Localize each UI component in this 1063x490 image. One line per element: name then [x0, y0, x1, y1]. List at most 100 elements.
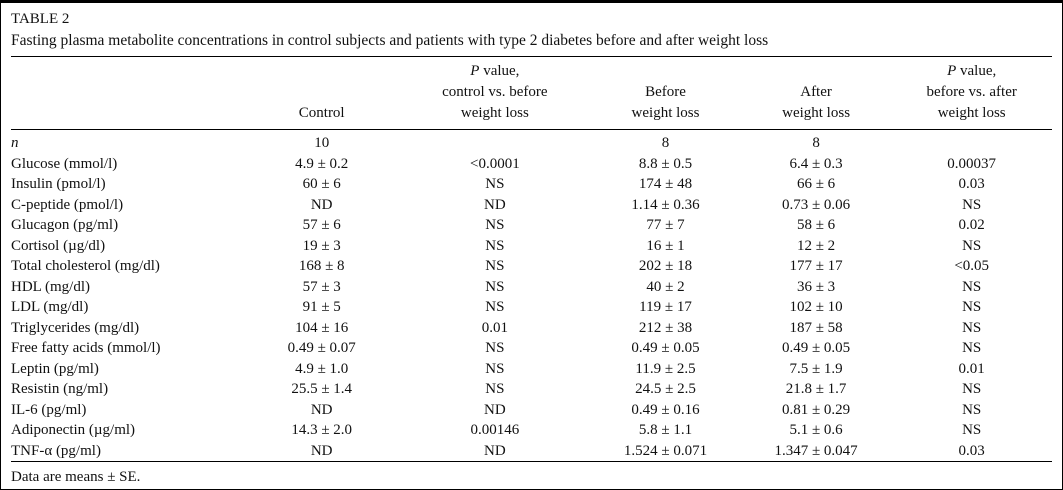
table-cell: NS [962, 401, 982, 418]
table-row: IL-6 (pg/ml) ND ND 0.49 ± 0.16 0.81 ± 0.29 NS [11, 400, 1052, 421]
table-cell: NS [485, 176, 505, 192]
table-caption: Fasting plasma metabolite concentrations… [11, 32, 769, 49]
table-cell: 0.02 [958, 217, 985, 233]
row-label: Glucose (mmol/l) [11, 155, 118, 172]
column-header-line: P value, [470, 63, 520, 79]
row-label: Cortisol (µg/dl) [11, 237, 106, 254]
row-label: Adiponectin (µg/ml) [11, 422, 136, 438]
column-header-line: Before [645, 84, 686, 100]
table-cell: ND [484, 401, 506, 418]
table-cell: 0.49 ± 0.05 [631, 340, 700, 356]
table-header-block: TABLE 2 Fasting plasma metabolite concen… [11, 9, 1052, 57]
table-cell: NS [962, 422, 982, 438]
table-cell: 12 ± 2 [796, 237, 836, 254]
table-cell: 174 ± 48 [638, 176, 693, 192]
table-cell: 77 ± 7 [646, 217, 685, 233]
column-header-line: weight loss [631, 105, 700, 121]
table-row: Insulin (pmol/l) 60 ± 6 NS 174 ± 48 66 ± 6 0.… [11, 174, 1052, 195]
column-header-line: weight loss [937, 105, 1006, 121]
table-cell: 6.4 ± 0.3 [789, 155, 843, 172]
table-cell: 0.00146 [470, 422, 520, 438]
table-cell: 60 ± 6 [302, 176, 341, 192]
table-cell: NS [962, 319, 982, 336]
table-cell: 36 ± 3 [796, 278, 836, 295]
table-cell: 4.9 ± 1.0 [295, 360, 349, 377]
table-cell: 25.5 ± 1.4 [291, 381, 353, 397]
table-cell: 0.03 [958, 442, 985, 459]
row-label: C-peptide (pmol/l) [11, 196, 124, 213]
table-body: n 10 8 8 Glucose (mmol/l) 4.9 ± 0.2 <0.0001 8.8… [11, 130, 1052, 462]
table-cell: NS [485, 299, 505, 315]
table-cell: 14.3 ± 2.0 [291, 422, 353, 438]
header-row: Control P value, control vs. before weight … [11, 57, 1052, 130]
table-row: C-peptide (pmol/l) ND ND 1.14 ± 0.36 0.73 ± … [11, 195, 1052, 216]
row-label: Leptin (pg/ml) [11, 360, 99, 377]
table-cell: 19 ± 3 [302, 237, 341, 254]
table-cell: NS [485, 217, 505, 233]
table-cell: NS [485, 360, 505, 377]
table-cell: 11.9 ± 2.5 [635, 360, 696, 377]
table-cell [891, 130, 1052, 154]
table-cell: 0.49 ± 0.05 [781, 340, 851, 356]
column-header-line: control vs. before [442, 84, 548, 100]
table-cell: 8 [812, 135, 820, 151]
column-header: P value, before vs. after weight loss [891, 57, 1052, 130]
column-header: After weight loss [740, 57, 892, 130]
table-cell: ND [310, 401, 333, 418]
table-cell: NS [485, 381, 505, 397]
table-cell: 5.8 ± 1.1 [638, 422, 693, 438]
table-cell: 102 ± 10 [789, 299, 843, 315]
table-row: LDL (mg/dl) 91 ± 5 NS 119 ± 17 102 ± 10 NS [11, 297, 1052, 318]
table-cell: 168 ± 8 [298, 258, 345, 274]
table-cell: 1.524 ± 0.071 [623, 442, 708, 459]
table-cell: 7.5 ± 1.9 [789, 360, 843, 377]
table-cell: NS [485, 258, 505, 274]
table-cell: 0.03 [958, 176, 985, 192]
table-cell: 4.9 ± 0.2 [295, 155, 349, 172]
table-row: n 10 8 8 [11, 130, 1052, 154]
table-cell [399, 130, 590, 154]
row-label: Free fatty acids (mmol/l) [11, 340, 161, 356]
row-label: LDL (mg/dl) [11, 299, 89, 315]
table-cell: 91 ± 5 [302, 299, 341, 315]
row-label-header [11, 57, 244, 130]
table-cell: ND [310, 196, 333, 213]
table-cell: 0.49 ± 0.16 [631, 401, 700, 418]
table-cell: NS [962, 299, 982, 315]
column-header-line: After [800, 84, 832, 100]
table-cell: 5.1 ± 0.6 [789, 422, 843, 438]
row-label: Glucagon (pg/ml) [11, 217, 119, 233]
column-header-line: Control [298, 105, 345, 121]
row-label: TNF-α (pg/ml) [11, 442, 101, 459]
table-cell: ND [310, 442, 333, 459]
table-row: Glucose (mmol/l) 4.9 ± 0.2 <0.0001 8.8 ± 0.… [11, 154, 1052, 175]
column-header-line: before vs. after [926, 84, 1017, 100]
table-row: Free fatty acids (mmol/l) 0.49 ± 0.07 NS 0.… [11, 338, 1052, 359]
table-row: HDL (mg/dl) 57 ± 3 NS 40 ± 2 36 ± 3 NS [11, 277, 1052, 298]
column-header-line: weight loss [782, 105, 851, 121]
row-label: n [11, 135, 19, 151]
table-cell: 8 [661, 135, 670, 151]
table-cell: 21.8 ± 1.7 [785, 381, 847, 397]
table-cell: 0.01 [958, 360, 985, 377]
table-cell: 187 ± 58 [789, 319, 843, 336]
table-cell: NS [962, 196, 982, 213]
table-cell: 202 ± 18 [638, 258, 693, 274]
table-cell: 40 ± 2 [646, 278, 685, 295]
column-header-line: weight loss [460, 105, 529, 121]
table-row: TNF-α (pg/ml) ND ND 1.524 ± 0.071 1.347 ± 0.… [11, 441, 1052, 462]
row-label: Total cholesterol (mg/dl) [11, 258, 160, 274]
table-cell: 0.01 [481, 319, 508, 336]
column-header: Before weight loss [590, 57, 741, 130]
table-row: Triglycerides (mg/dl) 104 ± 16 0.01 212 ± 3… [11, 318, 1052, 339]
table-cell: <0.0001 [469, 155, 520, 172]
table-cell: NS [962, 340, 982, 356]
table-row: Resistin (ng/ml) 25.5 ± 1.4 NS 24.5 ± 2.5 21… [11, 379, 1052, 400]
row-label: Resistin (ng/ml) [11, 381, 109, 397]
table-cell: 10 [314, 135, 330, 151]
column-header-line: P value, [947, 63, 997, 79]
table-cell: NS [962, 381, 982, 397]
table-cell: 177 ± 17 [789, 258, 843, 274]
table-row: Total cholesterol (mg/dl) 168 ± 8 NS 202 ± … [11, 256, 1052, 277]
table-cell: ND [484, 196, 506, 213]
